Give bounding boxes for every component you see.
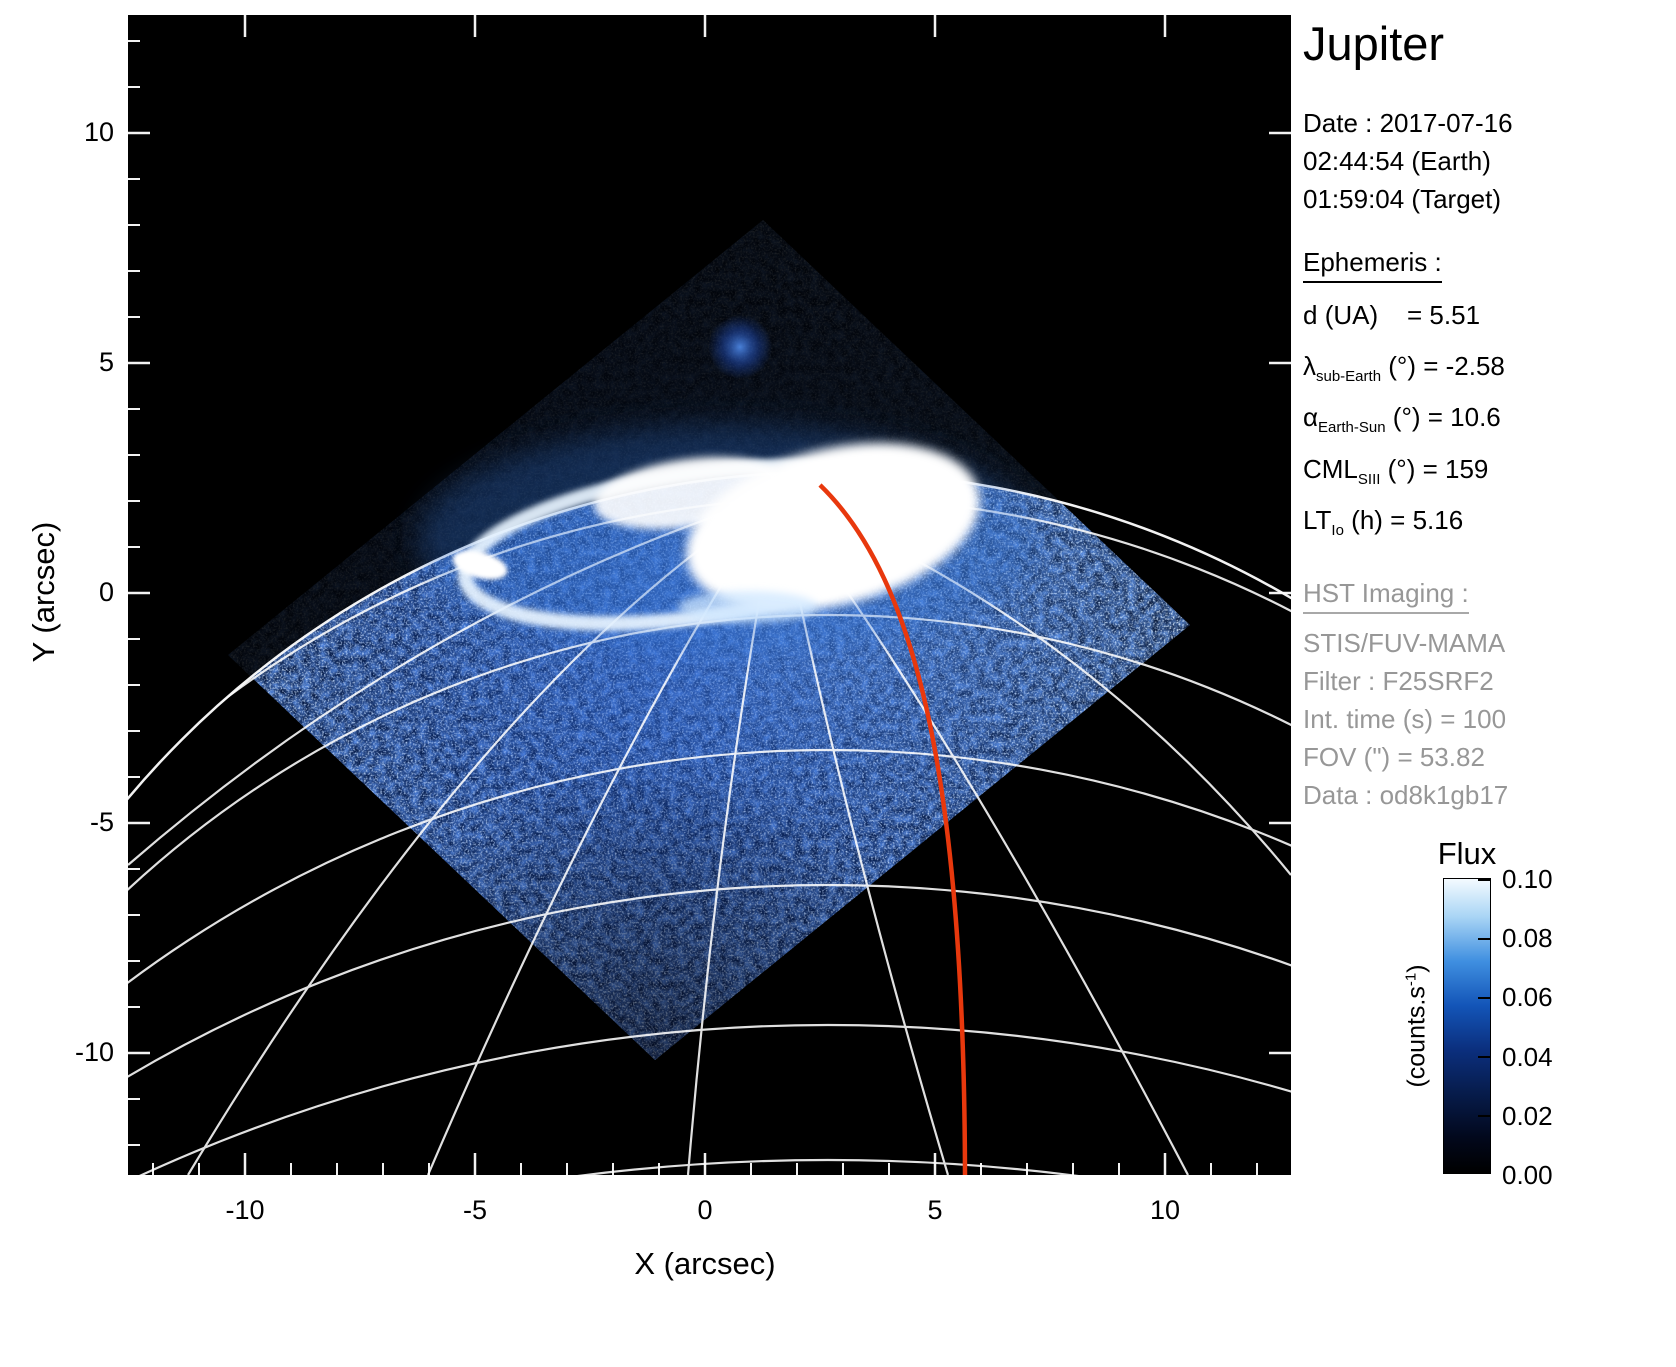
x-major-ticks [243,1153,1167,1175]
eph-symbol: CML [1303,453,1358,484]
aurora-secondary-blob [593,456,783,530]
observation-time-target: 01:59:04 (Target) [1303,184,1502,214]
ephemeris-row: CMLSIII (°) = 159 [1303,449,1673,500]
aurora-lower-streak [678,591,818,623]
colorbar-tick [1478,938,1490,940]
x-tick-label: -10 [225,1195,265,1225]
colorbar-unit-pre: (counts.s [1402,986,1431,1088]
eph-symbol: α [1303,402,1319,433]
colorbar-unit-label: (counts.s-1) [1402,964,1431,1087]
hst-imaging-block: STIS/FUV-MAMA Filter : F25SRF2 Int. time… [1303,624,1673,814]
y-tick-label: 0 [98,577,114,607]
ephemeris-rows: d (UA) = 5.51 λsub-Earth (°) = -2.58 αEa… [1303,295,1673,551]
y-axis-label: Y (arcsec) [26,521,61,663]
x-minor-ticks [152,1163,1258,1175]
colorbar-tick [1478,879,1490,881]
y-major-ticks-right [1269,131,1291,1055]
colorbar-unit-sup: -1 [1402,972,1420,987]
hst-imaging-heading: HST Imaging : [1303,577,1469,614]
sky-plot [128,15,1291,1175]
eph-subscript: sub-Earth [1316,368,1382,386]
eph-subscript: Io [1331,521,1344,539]
x-tick-label: 10 [1149,1195,1181,1225]
hst-data-id: Data : od8k1gb17 [1303,779,1509,810]
x-tick-label: 5 [927,1195,943,1225]
sky-mask [128,15,1291,1175]
plot-area [128,15,1291,1175]
colorbar-tick [1478,1056,1490,1058]
ephemeris-row: αEarth-Sun (°) = 10.6 [1303,397,1673,448]
colorbar-tick-label: 0.02 [1502,1101,1553,1131]
hst-fov: FOV (") = 53.82 [1303,741,1485,772]
eph-symbol: LT [1303,504,1332,535]
eph-symbol: λ [1303,351,1316,382]
y-tick-label: 10 [83,117,114,147]
colorbar-unit-post: ) [1402,964,1431,973]
colorbar-gradient [1443,878,1491,1174]
y-tick-label: -5 [89,807,114,837]
hst-filter: Filter : F25SRF2 [1303,665,1494,696]
axis-ticks [128,15,1291,1175]
x-tick-label: 0 [697,1195,713,1225]
eph-symbol: d [1303,300,1318,330]
observation-time-earth: 02:44:54 (Earth) [1303,146,1491,176]
ephemeris-row: λsub-Earth (°) = -2.58 [1303,346,1673,397]
auroral-oval [418,425,1038,655]
y-minor-ticks [128,40,140,1146]
page-title: Jupiter [1303,17,1445,70]
y-tick-label: 5 [98,347,114,377]
eph-value: (h) = 5.16 [1343,504,1464,535]
x-tick-label: -5 [462,1195,487,1225]
latitude-arc [128,883,1291,1175]
io-footprint-curve [818,483,968,1175]
eph-value: (UA) = 5.51 [1317,300,1481,330]
colorbar-tick-label: 0.04 [1502,1042,1553,1072]
y-major-ticks [128,131,150,1055]
ephemeris-heading: Ephemeris : [1303,246,1442,283]
eph-subscript: SIII [1357,470,1381,488]
eph-subscript: Earth-Sun [1318,419,1386,437]
latitude-arc [128,1023,1291,1175]
colorbar-tick-label: 0.10 [1502,864,1553,894]
observation-block: Date : 2017-07-16 02:44:54 (Earth) 01:59… [1303,104,1673,218]
hst-int-time: Int. time (s) = 100 [1303,703,1507,734]
io-spot [708,315,772,379]
colorbar-tick-label: 0.08 [1502,923,1553,953]
eph-value: (°) = 10.6 [1385,402,1501,433]
x-major-ticks-top [243,15,1167,37]
colorbar-tick [1478,997,1490,999]
ephemeris-row: LTIo (h) = 5.16 [1303,500,1673,551]
latitude-arc [128,748,1291,1175]
aurora-left-knot [452,550,508,580]
latitude-arc [128,1158,1291,1175]
observation-date: Date : 2017-07-16 [1303,108,1513,138]
eph-value: (°) = 159 [1380,453,1489,484]
info-panel: Jupiter Date : 2017-07-16 02:44:54 (Eart… [1303,18,1673,814]
ephemeris-row: d (UA) = 5.51 [1303,295,1673,346]
colorbar-title: Flux [1437,836,1497,871]
colorbar-tick-label: 0.06 [1502,982,1553,1012]
y-tick-label: -10 [74,1037,114,1067]
hst-instrument: STIS/FUV-MAMA [1303,627,1506,658]
colorbar-tick [1478,1115,1490,1117]
colorbar-tick [1478,1171,1490,1173]
x-axis-label: X (arcsec) [634,1246,776,1281]
fov-dark-tip [355,760,955,1060]
eph-value: (°) = -2.58 [1381,351,1505,382]
colorbar-tick-label: 0.00 [1502,1160,1553,1190]
